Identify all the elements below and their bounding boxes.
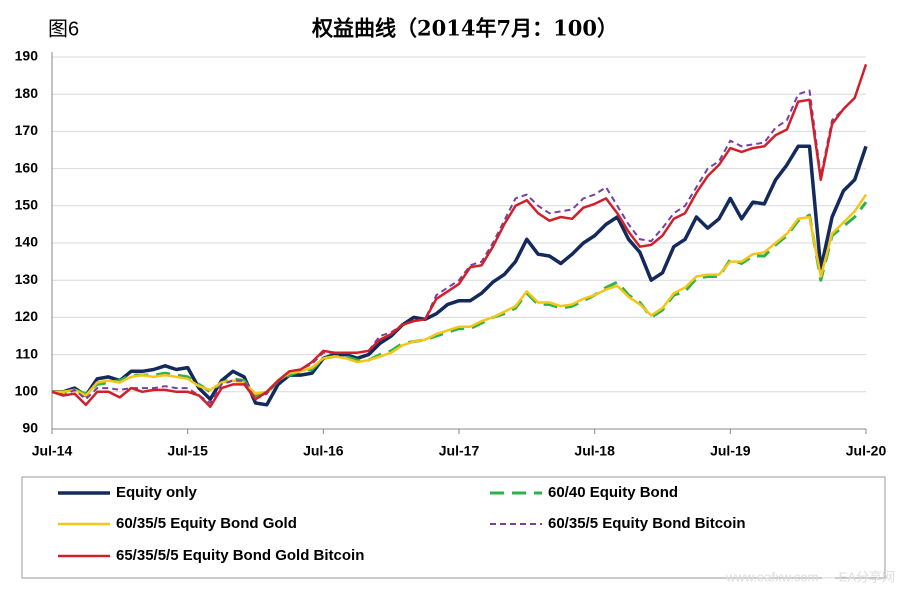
y-tick-label: 130 (15, 271, 39, 287)
y-tick-label: 90 (22, 420, 38, 436)
chart-title: 权益曲线（2014年7月：100） (311, 16, 618, 41)
y-tick-label: 180 (15, 85, 39, 101)
figure-label: 图6 (48, 18, 79, 40)
watermark: www.eafxw.com — EA分享网 (725, 569, 895, 584)
x-tick-label: Jul-16 (303, 443, 344, 459)
series-line (52, 193, 868, 397)
y-tick-label: 150 (15, 197, 39, 213)
series-line (52, 144, 868, 407)
y-tick-label: 140 (15, 234, 39, 250)
x-tick-label: Jul-17 (439, 443, 480, 459)
legend-label: 65/35/5/5 Equity Bond Gold Bitcoin (116, 547, 364, 564)
y-tick-label: 120 (15, 308, 39, 324)
legend-box (21, 476, 886, 579)
series-line (51, 64, 867, 404)
legend-label: 60/35/5 Equity Bond Gold (116, 515, 297, 532)
y-tick-label: 190 (15, 48, 39, 64)
legend-label: 60/40 Equity Bond (548, 484, 678, 501)
legend-label: 60/35/5 Equity Bond Bitcoin (548, 515, 746, 532)
y-tick-label: 170 (15, 122, 39, 138)
x-tick-label: Jul-20 (846, 443, 887, 459)
y-tick-label: 100 (15, 383, 39, 399)
x-tick-label: Jul-15 (167, 443, 208, 459)
y-tick-label: 160 (15, 159, 39, 175)
series-line (51, 64, 868, 408)
series-line (52, 201, 868, 397)
x-tick-label: Jul-19 (710, 443, 751, 459)
legend-label: Equity only (116, 484, 197, 501)
y-tick-label: 110 (15, 345, 38, 361)
x-tick-label: Jul-14 (32, 443, 73, 459)
x-tick-label: Jul-18 (574, 443, 615, 459)
